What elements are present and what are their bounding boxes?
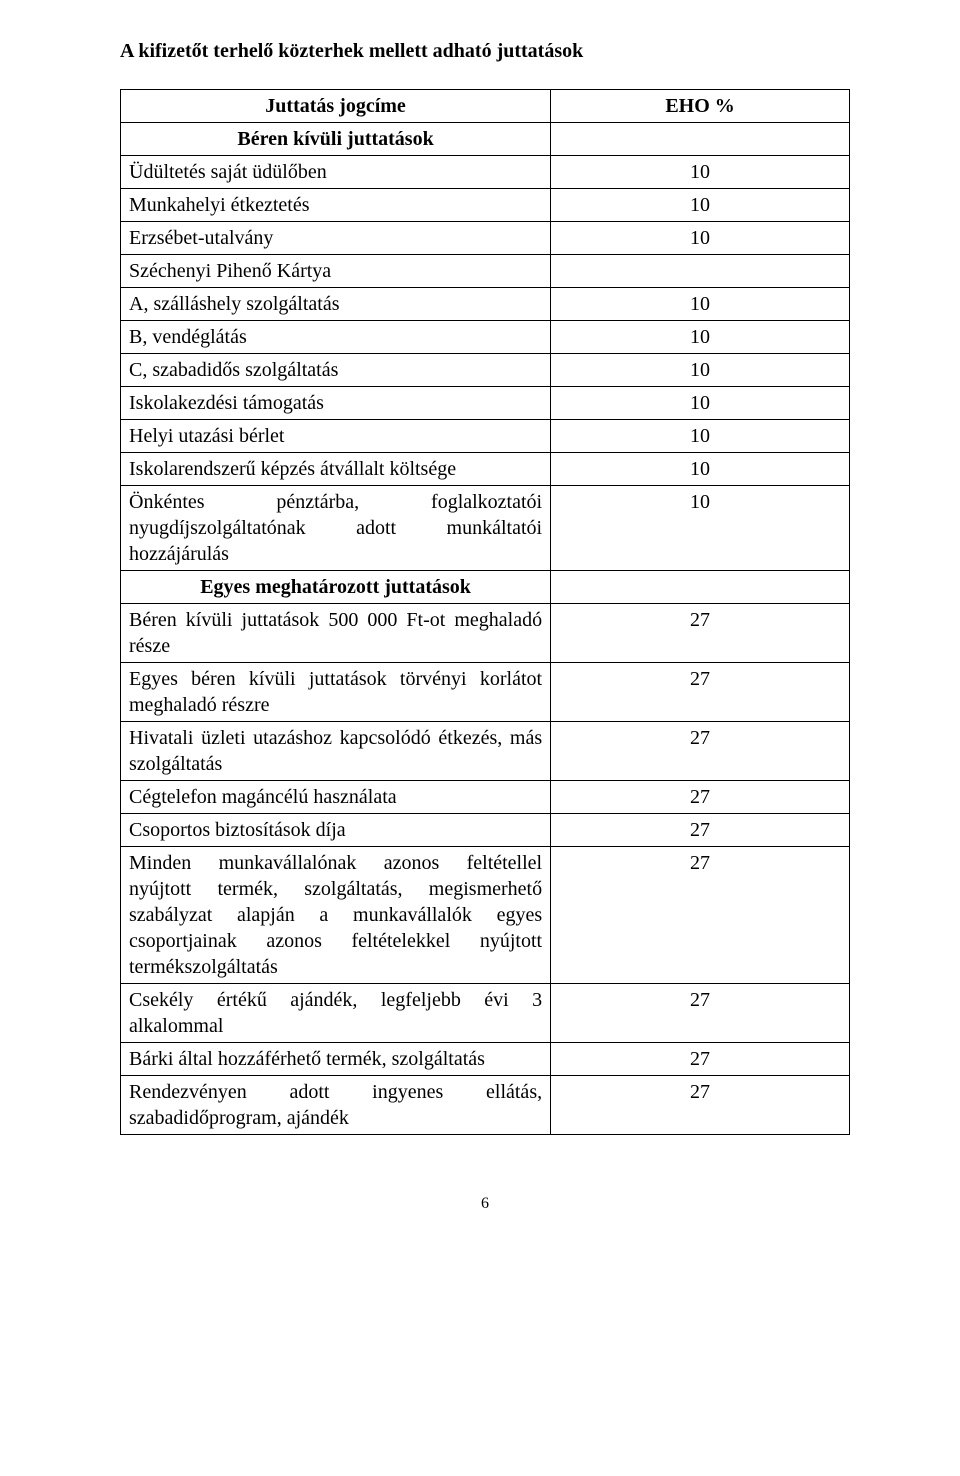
row-label: A, szálláshely szolgáltatás (121, 288, 551, 321)
row-label: Széchenyi Pihenő Kártya (121, 255, 551, 288)
row-value: 27 (551, 1043, 850, 1076)
row-label: Munkahelyi étkeztetés (121, 189, 551, 222)
row-label: Önkéntes pénztárba, foglalkoztatói nyugd… (121, 486, 551, 571)
row-label: Helyi utazási bérlet (121, 420, 551, 453)
section-heading-value (551, 123, 850, 156)
row-label: Csoportos biztosítások díja (121, 814, 551, 847)
row-value: 10 (551, 387, 850, 420)
page-number: 6 (120, 1195, 850, 1213)
page-title: A kifizetőt terhelő közterhek mellett ad… (120, 40, 850, 63)
row-value: 10 (551, 453, 850, 486)
row-value: 10 (551, 288, 850, 321)
row-value: 10 (551, 321, 850, 354)
table-row: Munkahelyi étkeztetés10 (121, 189, 850, 222)
section-heading: Egyes meghatározott juttatások (121, 571, 551, 604)
row-value: 27 (551, 722, 850, 781)
table-row: B, vendéglátás10 (121, 321, 850, 354)
row-label: Iskolarendszerű képzés átvállalt költség… (121, 453, 551, 486)
row-value: 27 (551, 781, 850, 814)
table-row: Helyi utazási bérlet10 (121, 420, 850, 453)
table-row: Csoportos biztosítások díja27 (121, 814, 850, 847)
row-label: B, vendéglátás (121, 321, 551, 354)
row-label: Bárki által hozzáférhető termék, szolgál… (121, 1043, 551, 1076)
row-value: 10 (551, 354, 850, 387)
row-label: Béren kívüli juttatások 500 000 Ft-ot me… (121, 604, 551, 663)
benefits-table: Juttatás jogcímeEHO %Béren kívüli juttat… (120, 89, 850, 1135)
row-value: 10 (551, 222, 850, 255)
table-row: Béren kívüli juttatások 500 000 Ft-ot me… (121, 604, 850, 663)
row-value: 27 (551, 847, 850, 984)
row-value: 10 (551, 486, 850, 571)
table-row: Üdültetés saját üdülőben10 (121, 156, 850, 189)
column-header-left: Juttatás jogcíme (121, 90, 551, 123)
row-label: Minden munkavállalónak azonos feltételle… (121, 847, 551, 984)
row-label: Erzsébet-utalvány (121, 222, 551, 255)
row-label: C, szabadidős szolgáltatás (121, 354, 551, 387)
row-value: 27 (551, 604, 850, 663)
table-row: Egyes béren kívüli juttatások törvényi k… (121, 663, 850, 722)
table-row: Erzsébet-utalvány10 (121, 222, 850, 255)
row-label: Egyes béren kívüli juttatások törvényi k… (121, 663, 551, 722)
table-row: Rendezvényen adott ingyenes ellátás, sza… (121, 1076, 850, 1135)
row-label: Rendezvényen adott ingyenes ellátás, sza… (121, 1076, 551, 1135)
row-value: 27 (551, 814, 850, 847)
column-header-right: EHO % (551, 90, 850, 123)
row-value (551, 255, 850, 288)
row-value: 10 (551, 420, 850, 453)
table-row: Bárki által hozzáférhető termék, szolgál… (121, 1043, 850, 1076)
row-value: 27 (551, 663, 850, 722)
table-row: Csekély értékű ajándék, legfeljebb évi 3… (121, 984, 850, 1043)
row-value: 27 (551, 984, 850, 1043)
row-value: 27 (551, 1076, 850, 1135)
table-row: Iskolakezdési támogatás10 (121, 387, 850, 420)
row-label: Csekély értékű ajándék, legfeljebb évi 3… (121, 984, 551, 1043)
row-value: 10 (551, 189, 850, 222)
table-row: Iskolarendszerű képzés átvállalt költség… (121, 453, 850, 486)
row-label: Cégtelefon magáncélú használata (121, 781, 551, 814)
table-row: Önkéntes pénztárba, foglalkoztatói nyugd… (121, 486, 850, 571)
row-label: Iskolakezdési támogatás (121, 387, 551, 420)
row-value: 10 (551, 156, 850, 189)
section-heading: Béren kívüli juttatások (121, 123, 551, 156)
table-row: Minden munkavállalónak azonos feltételle… (121, 847, 850, 984)
table-row: C, szabadidős szolgáltatás10 (121, 354, 850, 387)
table-row: Cégtelefon magáncélú használata27 (121, 781, 850, 814)
table-row: Széchenyi Pihenő Kártya (121, 255, 850, 288)
section-heading-value (551, 571, 850, 604)
row-label: Üdültetés saját üdülőben (121, 156, 551, 189)
row-label: Hivatali üzleti utazáshoz kapcsolódó étk… (121, 722, 551, 781)
table-row: Hivatali üzleti utazáshoz kapcsolódó étk… (121, 722, 850, 781)
table-row: A, szálláshely szolgáltatás10 (121, 288, 850, 321)
